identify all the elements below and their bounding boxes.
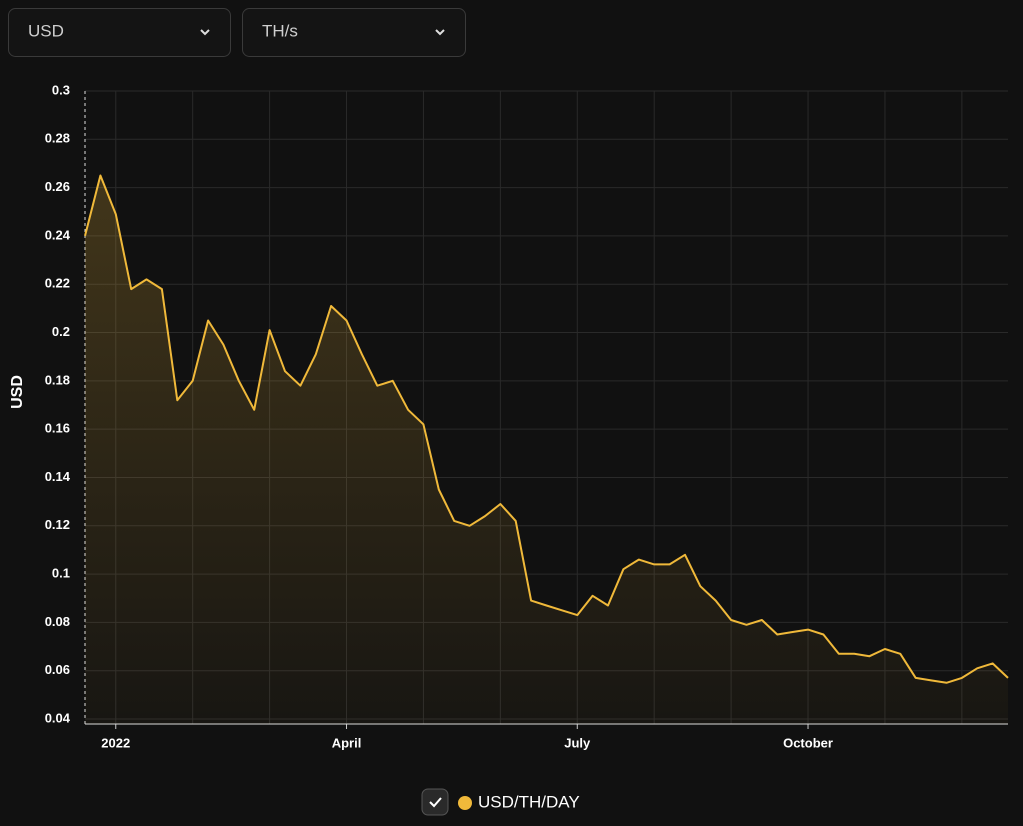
legend-label: USD/TH/DAY [478,792,580,811]
y-axis-label: USD [9,375,26,409]
unit-select[interactable]: TH/s [242,8,466,57]
x-tick-label: October [783,735,833,750]
legend[interactable]: USD/TH/DAY [421,788,580,816]
chevron [435,29,445,36]
y-tick-label: 0.28 [45,131,70,146]
legend-swatch [458,796,472,810]
y-tick-label: 0.16 [45,421,70,436]
y-tick-label: 0.04 [45,710,71,725]
x-tick-label: July [564,735,591,750]
area-fill [85,175,1008,724]
y-tick-label: 0.06 [45,662,70,677]
select-text: TH/s [262,21,298,40]
chevron [200,29,210,36]
y-tick-label: 0.22 [45,276,70,291]
select-box[interactable] [242,8,466,57]
y-tick-label: 0.2 [52,324,70,339]
checkmark [429,797,442,808]
y-tick-label: 0.18 [45,372,70,387]
y-tick-label: 0.3 [52,82,70,97]
y-tick-label: 0.12 [45,517,70,532]
legend-checkbox[interactable] [421,788,449,816]
select-text: USD [28,21,64,40]
plot: 0.04 0.06 0.08 0.1 0.12 0.14 0.16 0.18 0.2 0.22 0.… [45,82,1009,750]
y-tick-label: 0.08 [45,614,70,629]
y-tick-label: 0.26 [45,179,70,194]
x-tick-label: 2022 [101,735,130,750]
line [84,174,1009,684]
y-tick-label: 0.24 [45,227,71,242]
select-box[interactable] [8,8,231,57]
x-tick-label: April [332,735,362,750]
currency-select[interactable]: USD [8,8,231,57]
y-tick-label: 0.14 [45,469,71,484]
y-tick-label: 0.1 [52,566,70,581]
